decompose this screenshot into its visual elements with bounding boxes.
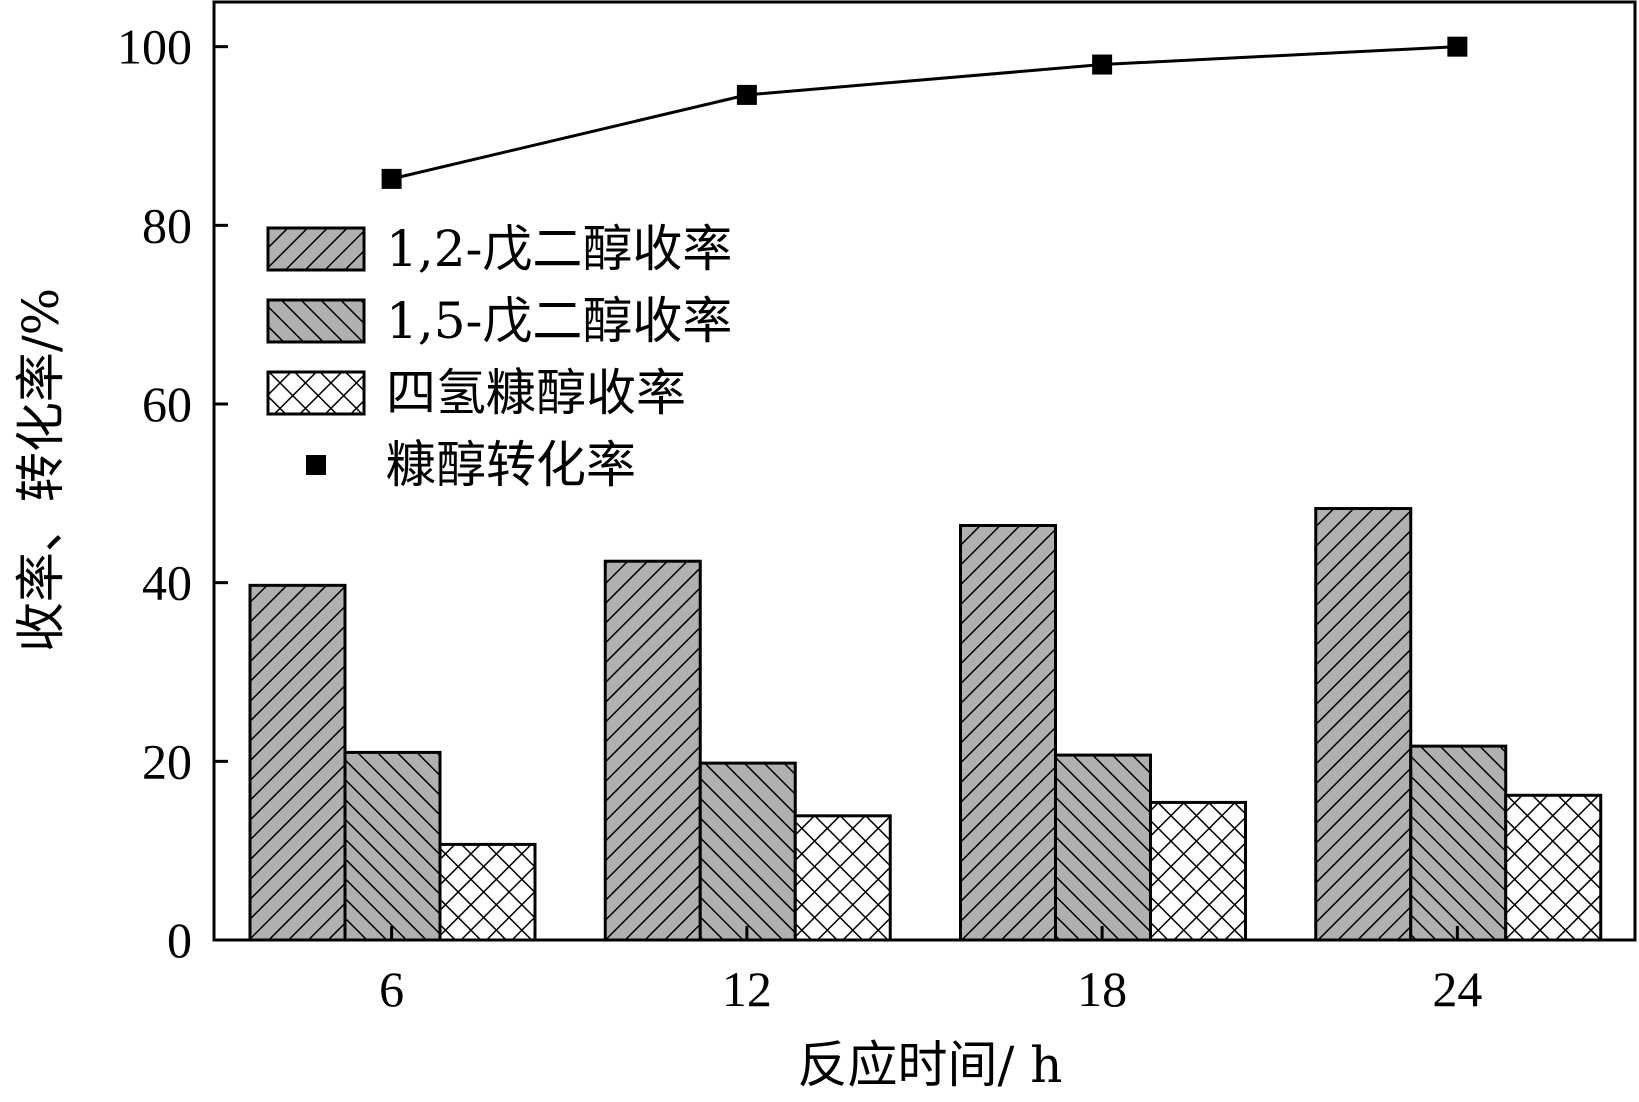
y-tick-label: 40	[142, 555, 192, 611]
conversion-line-layer	[381, 36, 1468, 189]
bars-layer	[248, 507, 1603, 942]
y-axis-title: 收率、转化率/%	[12, 288, 70, 652]
y-tick-label: 0	[167, 912, 192, 968]
bar-3-24	[1504, 793, 1603, 942]
bar-3-6	[438, 842, 537, 942]
x-tick-label: 18	[1077, 961, 1127, 1017]
bar-2-12	[698, 761, 797, 942]
bar-1-24	[1314, 507, 1413, 942]
legend-label-2: 1,5-戊二醇收率	[386, 292, 732, 350]
legend-swatch-1	[266, 226, 366, 272]
legend-swatch-3	[266, 370, 366, 416]
y-tick-label: 20	[142, 733, 192, 789]
conversion-point-24	[1447, 36, 1468, 57]
bar-1-12	[603, 559, 702, 942]
bar-2-6	[343, 750, 442, 942]
x-axis: 6 12 18 24	[379, 926, 1482, 1017]
x-tick-label: 24	[1432, 961, 1482, 1017]
legend-label-1: 1,2-戊二醇收率	[386, 220, 732, 278]
x-tick-label: 6	[379, 961, 404, 1017]
bar-2-18	[1054, 753, 1152, 942]
conversion-point-12	[736, 84, 757, 105]
y-tick-label: 60	[142, 376, 192, 432]
bar-3-18	[1149, 800, 1247, 942]
conversion-line	[391, 45, 1458, 181]
x-tick-label: 12	[722, 961, 772, 1017]
y-axis: 0 20 40 60 80 100	[117, 19, 228, 968]
legend-swatch-2	[266, 298, 366, 344]
bar-3-12	[793, 814, 892, 942]
bar-1-6	[248, 583, 347, 942]
x-axis-title: 反应时间/ h	[798, 1036, 1063, 1094]
conversion-point-6	[381, 168, 402, 189]
plot-frame	[212, 0, 1637, 942]
conversion-point-18	[1092, 54, 1113, 75]
legend-label-4: 糠醇转化率	[386, 436, 636, 494]
y-tick-label: 80	[142, 197, 192, 253]
legend-label-3: 四氢糠醇收率	[386, 364, 686, 422]
y-tick-label: 100	[117, 19, 192, 75]
bar-2-24	[1409, 744, 1508, 942]
bar-1-18	[959, 523, 1057, 942]
legend-marker-4	[306, 455, 326, 475]
